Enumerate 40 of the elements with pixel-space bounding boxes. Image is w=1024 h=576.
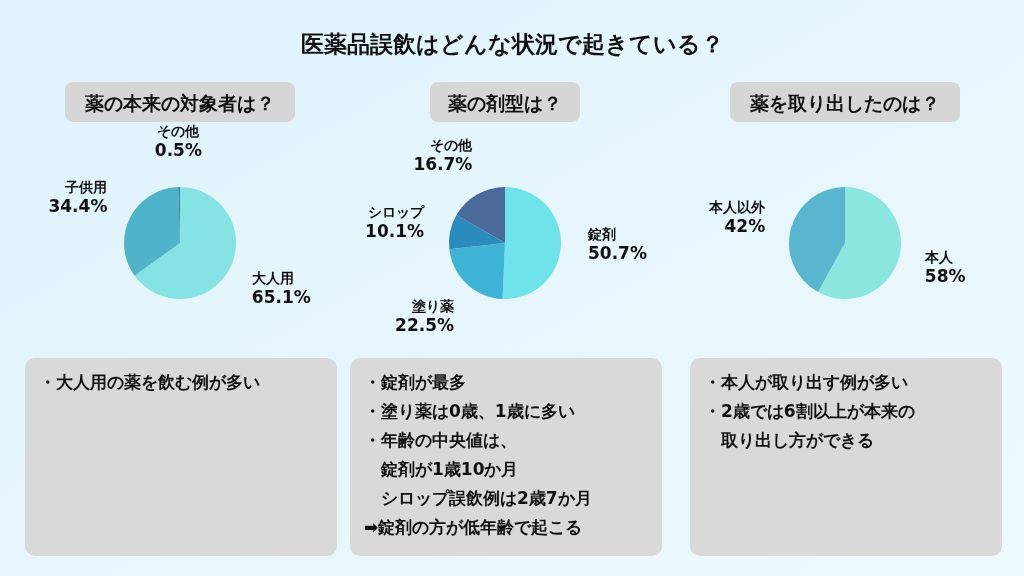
chart-subtitle: 薬の本来の対象者は？: [84, 92, 275, 114]
text: ・塗り薬は0歳、1歳に多い: [364, 401, 575, 421]
chart-subtitle: 薬を取り出したのは？: [749, 92, 940, 114]
pie-slice: [449, 215, 505, 250]
pie-slice: [789, 187, 845, 293]
data-label: 0.5%: [154, 140, 202, 161]
data-label: 50.7%: [587, 243, 647, 264]
slice-label: 本人以外: [708, 198, 767, 215]
pie-slice: [124, 187, 180, 276]
slice-label: その他: [157, 123, 201, 140]
text: ・2歳では6割以上が本来の: [704, 401, 915, 421]
text: 取り出し方ができる: [704, 430, 874, 450]
pie-slice: [449, 243, 505, 299]
data-label: 16.7%: [413, 153, 473, 174]
data-label: 65.1%: [251, 287, 311, 308]
data-label: 10.1%: [365, 220, 425, 241]
text: ・年齢の中央値は、: [364, 430, 517, 450]
data-label: 42%: [724, 215, 766, 236]
pie-slice: [456, 187, 505, 243]
slice-label: 本人: [923, 249, 954, 266]
chart-subtitle: 薬の剤型は？: [447, 92, 562, 114]
slice-label: 錠剤: [586, 226, 616, 243]
slice-label: 大人用: [251, 270, 294, 287]
pie-slice: [502, 187, 561, 299]
slice-label: 子供用: [64, 179, 108, 196]
data-label: 58%: [924, 266, 966, 287]
text: 錠剤が1歳10か月: [364, 459, 519, 479]
text: ・錠剤が最多: [364, 372, 466, 392]
data-label: 34.4%: [48, 196, 108, 217]
text: ・本人が取り出す例が多い: [704, 372, 908, 392]
pie-slice: [818, 187, 901, 299]
slice-label: シロップ: [368, 203, 426, 220]
pie-slice: [134, 187, 236, 299]
text: ➡錠剤の方が低年齢で起こる: [364, 517, 583, 537]
text: シロップ誤飲例は2歳7か月: [364, 488, 592, 508]
slice-label: その他: [430, 136, 474, 153]
text: ・大人用の薬を飲む例が多い: [39, 372, 260, 392]
data-label: 22.5%: [395, 314, 455, 335]
slice-label: 塗り薬: [411, 297, 455, 314]
text: 医薬品誤飲はどんな状況で起きている？: [300, 31, 724, 57]
